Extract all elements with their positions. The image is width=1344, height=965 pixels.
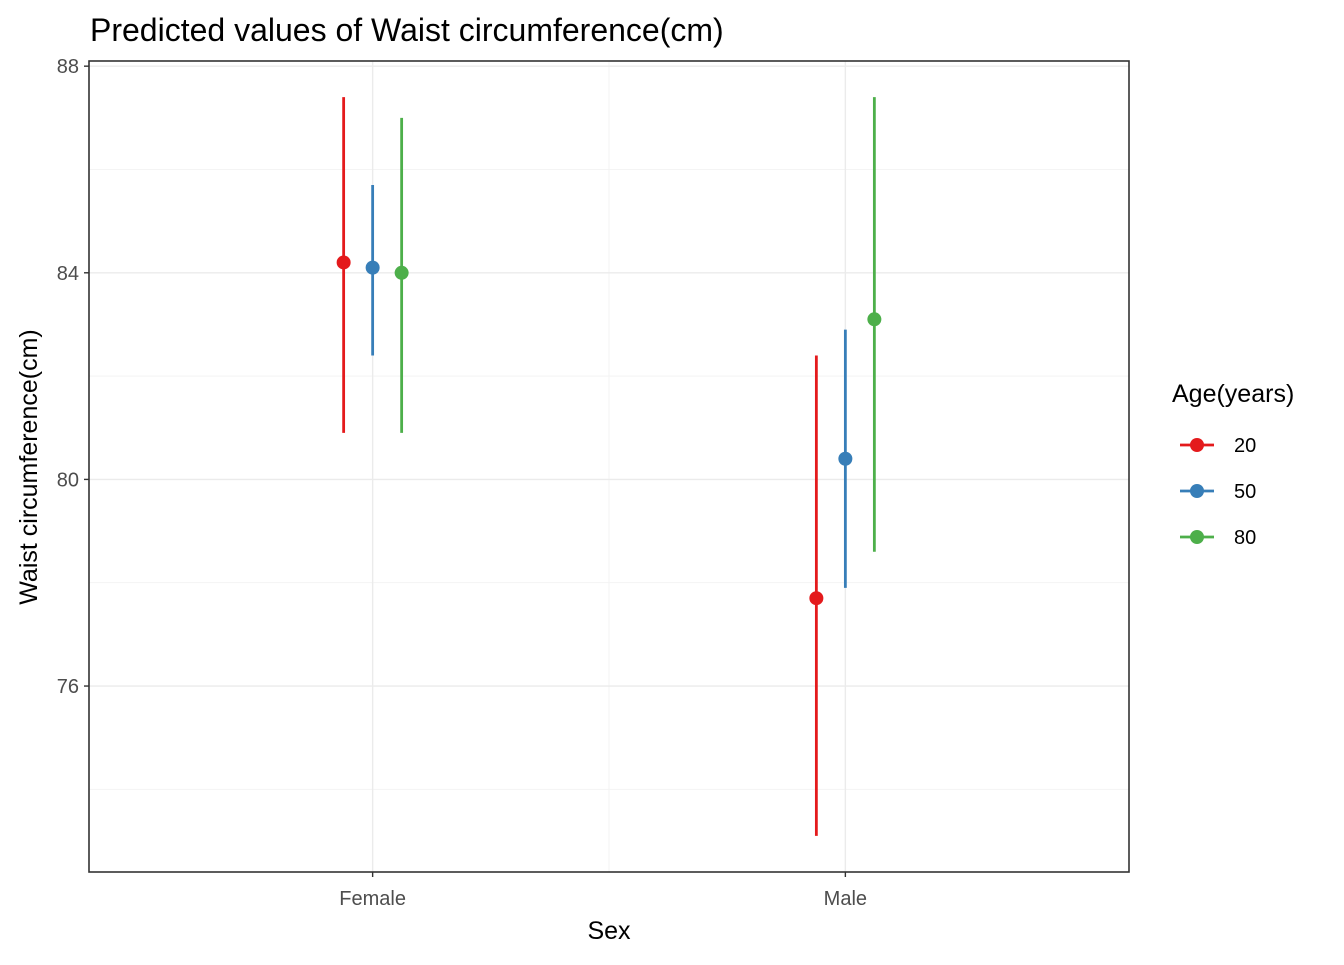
panel-border xyxy=(88,60,1130,873)
y-tick-label: 80 xyxy=(57,469,79,491)
legend-label: 80 xyxy=(1234,527,1256,549)
legend: Age(years) 20 50 80 xyxy=(1172,380,1294,549)
legend-item-80: 80 xyxy=(1180,527,1256,549)
data-point xyxy=(336,255,351,270)
chart-title: Predicted values of Waist circumference(… xyxy=(90,12,724,48)
data-marks xyxy=(336,97,882,836)
legend-key-point xyxy=(1190,530,1204,544)
data-point xyxy=(365,260,380,275)
legend-item-50: 50 xyxy=(1180,481,1256,503)
y-tick-label: 88 xyxy=(57,56,79,78)
legend-item-20: 20 xyxy=(1180,435,1256,457)
legend-label: 50 xyxy=(1234,481,1256,503)
y-tick-label: 76 xyxy=(57,676,79,698)
legend-key-point xyxy=(1190,484,1204,498)
legend-label: 20 xyxy=(1234,435,1256,457)
data-point xyxy=(394,265,409,280)
data-point xyxy=(809,591,824,606)
data-point xyxy=(867,312,882,327)
y-axis-title: Waist circumference(cm) xyxy=(15,329,43,605)
x-tick-label: Male xyxy=(824,888,867,910)
series-80 xyxy=(394,97,882,552)
legend-title: Age(years) xyxy=(1172,380,1294,408)
legend-key-point xyxy=(1190,438,1204,452)
series-50 xyxy=(365,184,853,588)
series-20 xyxy=(336,97,824,836)
data-point xyxy=(838,451,853,466)
y-tick-label: 84 xyxy=(57,263,79,285)
axes: 76 80 84 88 Female Male xyxy=(57,56,867,910)
x-axis-title: Sex xyxy=(587,917,631,945)
x-tick-label: Female xyxy=(339,888,406,910)
